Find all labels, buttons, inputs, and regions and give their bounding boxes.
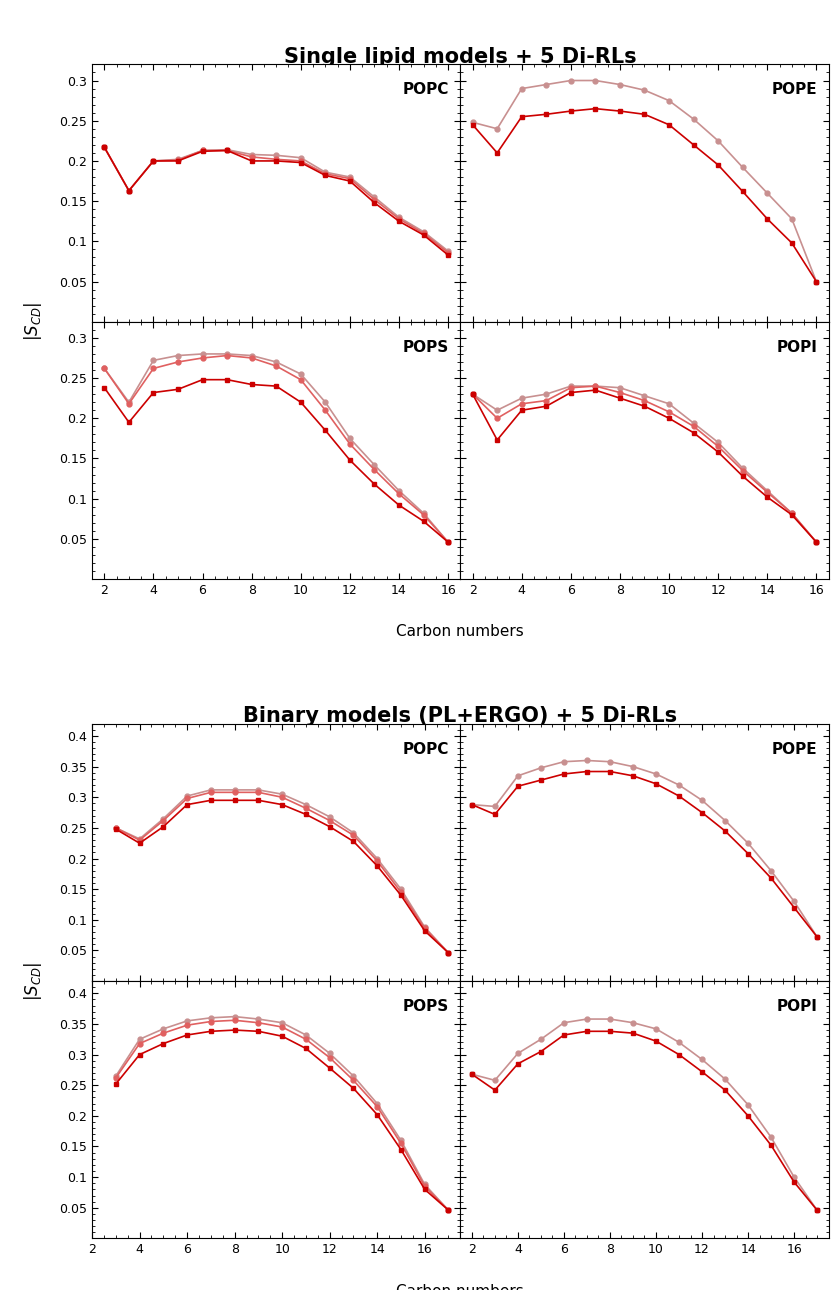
Text: POPC: POPC [402,83,449,98]
Text: Carbon numbers: Carbon numbers [396,1284,523,1290]
Text: Single lipid models + 5 Di-RLs: Single lipid models + 5 Di-RLs [283,46,636,67]
Text: Binary models (PL+ERGO) + 5 Di-RLs: Binary models (PL+ERGO) + 5 Di-RLs [243,706,676,726]
Text: POPE: POPE [771,742,817,757]
Text: POPS: POPS [403,998,449,1014]
Text: POPI: POPI [776,998,817,1014]
Text: POPS: POPS [403,339,449,355]
Text: Carbon numbers: Carbon numbers [396,624,523,640]
Text: $|S_{CD}|$: $|S_{CD}|$ [23,302,44,342]
Text: $|S_{CD}|$: $|S_{CD}|$ [23,961,44,1001]
Text: POPI: POPI [776,339,817,355]
Text: POPE: POPE [771,83,817,98]
Text: POPC: POPC [402,742,449,757]
